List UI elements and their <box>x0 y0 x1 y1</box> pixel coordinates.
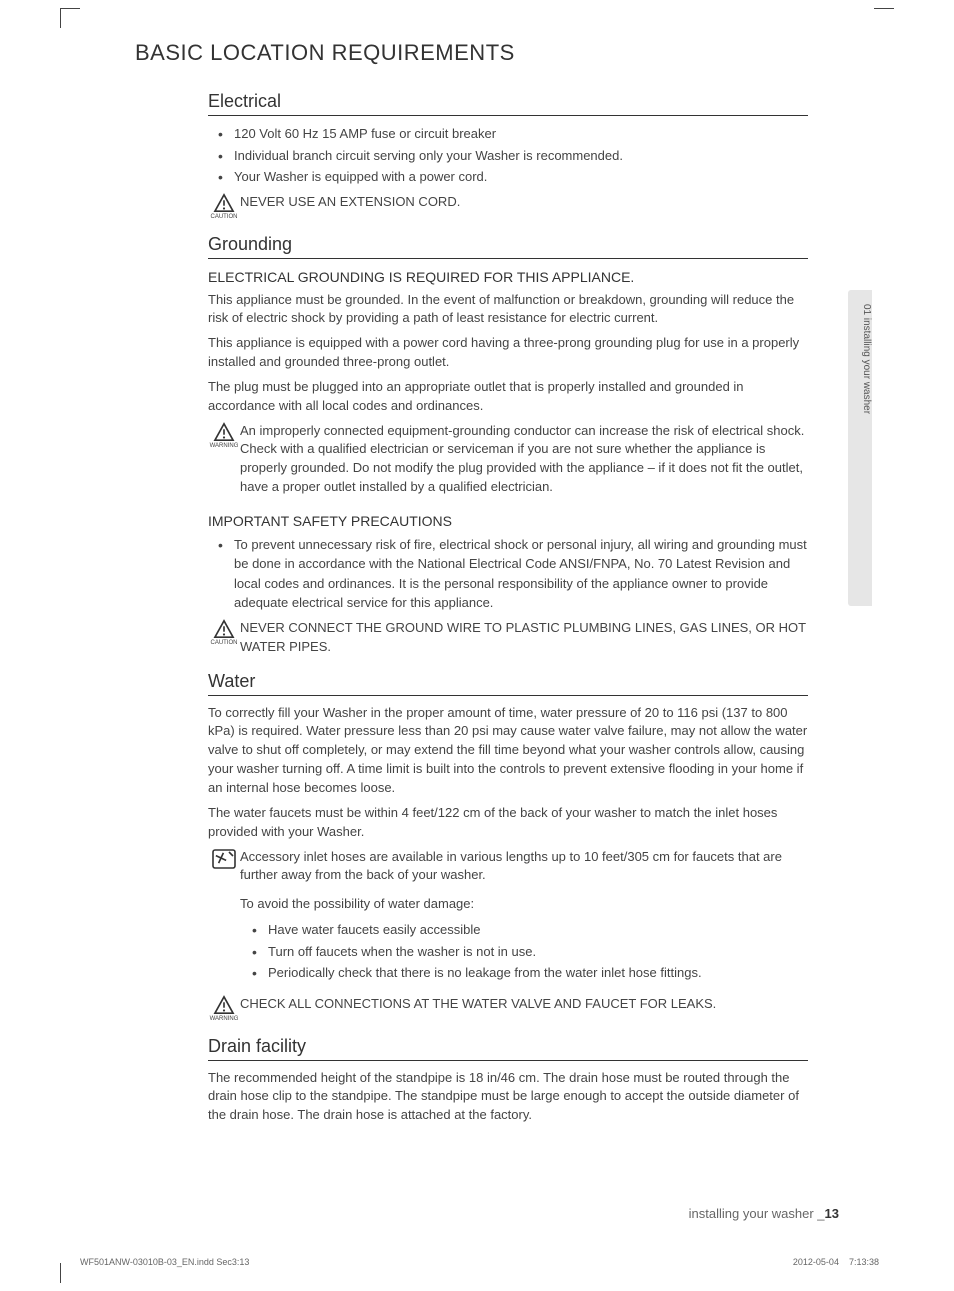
body-text: The plug must be plugged into an appropr… <box>208 378 808 416</box>
note-icon <box>208 848 240 870</box>
body-text: This appliance is equipped with a power … <box>208 334 808 372</box>
list-item: Have water faucets easily accessible <box>214 920 808 940</box>
warning-label: WARNING <box>210 443 239 449</box>
warning-icon: WARNING <box>208 422 240 449</box>
imprint-time: 7:13:38 <box>849 1257 879 1267</box>
caution-label: CAUTION <box>211 214 238 220</box>
crop-mark <box>60 8 80 28</box>
crop-mark <box>874 8 894 28</box>
body-text: To avoid the possibility of water damage… <box>240 895 808 914</box>
page-title: BASIC LOCATION REQUIREMENTS <box>135 40 870 66</box>
note-row: Accessory inlet hoses are available in v… <box>208 848 808 989</box>
warning-label: WARNING <box>210 1016 239 1022</box>
drain-heading: Drain facility <box>208 1036 808 1061</box>
caution-icon: CAUTION <box>208 193 240 220</box>
body-text: The recommended height of the standpipe … <box>208 1069 808 1126</box>
crop-mark <box>60 1263 80 1283</box>
footer-sep: _ <box>814 1206 825 1221</box>
grounding-subheading: ELECTRICAL GROUNDING IS REQUIRED FOR THI… <box>208 269 808 285</box>
page-content: BASIC LOCATION REQUIREMENTS Electrical 1… <box>80 40 870 1131</box>
note-text: Accessory inlet hoses are available in v… <box>240 848 808 886</box>
list-item: Your Washer is equipped with a power cor… <box>208 167 808 187</box>
imprint-date: 2012-05-04 <box>793 1257 839 1267</box>
caution-text: NEVER CONNECT THE GROUND WIRE TO PLASTIC… <box>240 619 808 657</box>
body-text: The water faucets must be within 4 feet/… <box>208 804 808 842</box>
caution-row: CAUTION NEVER USE AN EXTENSION CORD. <box>208 193 808 220</box>
electrical-list: 120 Volt 60 Hz 15 AMP fuse or circuit br… <box>208 124 808 187</box>
list-item: 120 Volt 60 Hz 15 AMP fuse or circuit br… <box>208 124 808 144</box>
footer-section: installing your washer <box>689 1206 814 1221</box>
caution-text: NEVER USE AN EXTENSION CORD. <box>240 193 808 212</box>
body-text: To correctly fill your Washer in the pro… <box>208 704 808 798</box>
imprint-file: WF501ANW-03010B-03_EN.indd Sec3:13 <box>80 1257 249 1267</box>
content-body: Electrical 120 Volt 60 Hz 15 AMP fuse or… <box>208 91 808 1125</box>
body-text: This appliance must be grounded. In the … <box>208 291 808 329</box>
safety-heading: IMPORTANT SAFETY PRECAUTIONS <box>208 513 808 529</box>
warning-row: WARNING CHECK ALL CONNECTIONS AT THE WAT… <box>208 995 808 1022</box>
page-footer: installing your washer _13 <box>689 1206 839 1221</box>
avoid-list: Have water faucets easily accessible Tur… <box>214 920 808 983</box>
caution-label: CAUTION <box>211 640 238 646</box>
list-item: Periodically check that there is no leak… <box>214 963 808 983</box>
warning-text: An improperly connected equipment-ground… <box>240 422 808 497</box>
safety-list: To prevent unnecessary risk of fire, ele… <box>208 535 808 613</box>
imprint: WF501ANW-03010B-03_EN.indd Sec3:13 2012-… <box>80 1257 879 1267</box>
list-item: Individual branch circuit serving only y… <box>208 146 808 166</box>
caution-row: CAUTION NEVER CONNECT THE GROUND WIRE TO… <box>208 619 808 657</box>
caution-icon: CAUTION <box>208 619 240 646</box>
electrical-heading: Electrical <box>208 91 808 116</box>
water-heading: Water <box>208 671 808 696</box>
grounding-heading: Grounding <box>208 234 808 259</box>
list-item: Turn off faucets when the washer is not … <box>214 942 808 962</box>
list-item: To prevent unnecessary risk of fire, ele… <box>208 535 808 613</box>
warning-row: WARNING An improperly connected equipmen… <box>208 422 808 497</box>
footer-page-num: 13 <box>825 1206 839 1221</box>
warning-text: CHECK ALL CONNECTIONS AT THE WATER VALVE… <box>240 995 808 1014</box>
warning-icon: WARNING <box>208 995 240 1022</box>
